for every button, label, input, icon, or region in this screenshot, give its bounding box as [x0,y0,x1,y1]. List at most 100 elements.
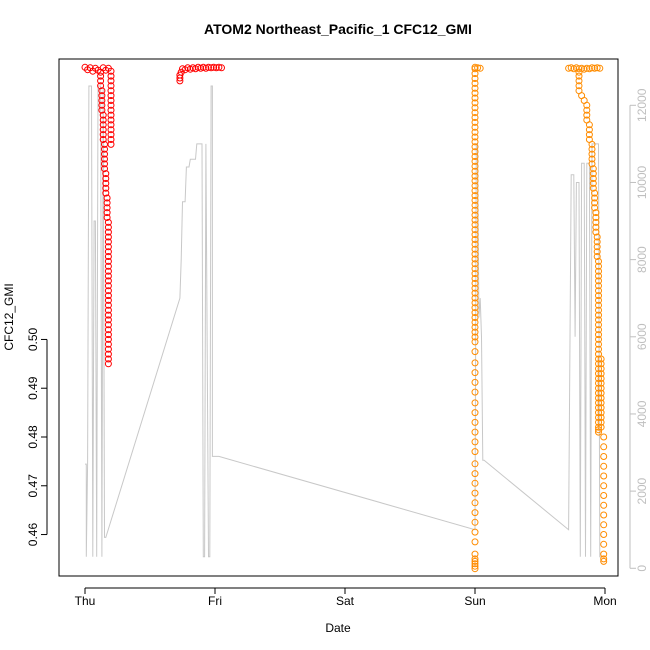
data-point [471,75,479,82]
data-point [471,565,479,573]
data-point [104,262,112,270]
data-point [101,150,108,158]
data-point [102,189,110,197]
data-point [102,170,110,178]
data-point [103,209,111,217]
data-point [471,123,479,131]
series-1 [81,63,225,368]
data-point [471,153,479,160]
data-point [107,92,115,100]
data-point [104,277,112,285]
data-point [107,82,115,90]
data-point [591,204,599,212]
data-point [595,321,602,329]
data-point [595,262,602,270]
data-point [98,87,106,95]
data-point [97,82,105,90]
data-point [471,196,479,204]
data-point [597,375,605,382]
data-point [98,92,106,100]
data-point [107,72,115,80]
data-point [597,409,605,417]
x-axis: Thu Fri Sat Sun Mon [75,587,617,608]
data-point [104,292,112,300]
data-point [107,67,115,75]
data-point [103,199,111,207]
x-tick-label: Sun [464,594,485,608]
data-point [215,63,223,71]
data-point [99,111,107,119]
data-point [471,470,479,478]
data-point [471,538,479,546]
data-point [575,65,583,73]
data-point [600,501,608,509]
data-point [595,301,602,309]
data-point [104,331,112,339]
data-point [600,511,608,519]
altitude-line [85,85,602,558]
data-point [101,160,108,168]
data-point [471,236,479,243]
data-point [595,292,602,300]
data-point [471,448,479,456]
data-point [471,260,479,268]
data-point [575,77,583,85]
data-point [471,89,479,97]
data-point [104,296,112,304]
data-point [176,77,184,85]
data-point [471,148,479,156]
data-point [585,131,593,139]
data-point [471,118,479,126]
data-point [591,194,599,202]
data-point [589,184,597,192]
data-point [471,378,479,386]
data-point [471,167,479,175]
data-point [596,64,604,72]
data-point [104,340,112,348]
data-point [476,64,484,72]
y-right-tick-label: 10000 [635,165,649,199]
data-point [471,265,479,273]
data-point [593,238,601,246]
data-point [595,267,602,275]
data-point [592,214,600,221]
y-axis-right: 0 2000 4000 6000 8000 10000 12000 [629,88,649,572]
data-point [595,306,602,314]
data-point [600,531,608,538]
data-point [104,360,112,368]
data-point [471,318,479,326]
data-point [595,277,602,285]
data-point [104,223,112,231]
y-left-tick-label: 0.49 [26,376,40,400]
data-point [103,204,111,212]
y-right-tick-label: 0 [635,565,649,572]
altitude-layer [85,85,602,558]
data-point [471,109,479,117]
y-right-tick-label: 2000 [635,477,649,504]
data-point [99,136,107,143]
data-point [471,555,479,563]
data-point [471,99,479,107]
x-tick-label: Thu [75,594,96,608]
data-point [471,359,479,367]
data-point [471,192,479,200]
data-point [104,311,112,319]
data-point [104,272,112,280]
data-point [471,226,479,234]
data-point [588,160,596,168]
data-point [98,106,106,114]
data-point [600,555,608,563]
data-point [471,328,479,336]
data-point [471,211,479,219]
data-point [471,348,479,356]
data-point [597,394,605,402]
data-point [588,64,596,72]
data-point [107,116,115,124]
data-point [595,335,602,343]
data-point [471,369,479,377]
data-point [471,418,479,426]
data-point [589,175,597,182]
data-point [583,64,591,72]
data-point [597,404,605,412]
data-point [218,64,225,72]
